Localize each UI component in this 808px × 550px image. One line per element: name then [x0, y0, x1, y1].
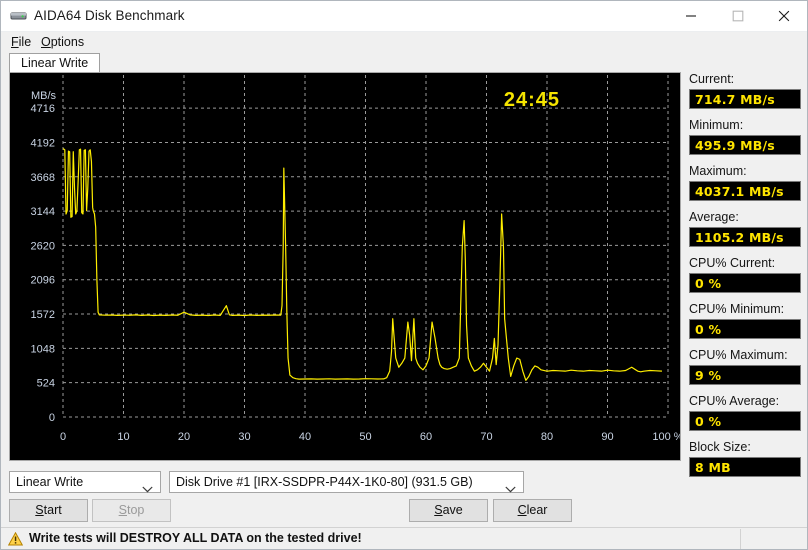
chart-canvas: 0 524 1048 1572 2096 2620 3144 3668 4192 4716 0 10…: [10, 73, 680, 460]
menu-item-options[interactable]: Options: [41, 35, 85, 49]
stat-cpu-minimum: CPU% Minimum: 0 %: [689, 302, 801, 339]
chevron-down-icon: [505, 479, 516, 499]
stat-cpu-current: CPU% Current: 0 %: [689, 256, 801, 293]
status-separator: [740, 529, 741, 549]
y-tick-label: 3144: [31, 206, 55, 218]
stat-average-label: Average:: [689, 210, 739, 224]
stat-average-value: 1105.2 MB/s: [689, 227, 801, 247]
x-tick-label: 100 %: [652, 431, 680, 443]
stat-cpu-current-value: 0 %: [689, 273, 801, 293]
x-tick-label: 10: [117, 431, 129, 443]
y-tick-label: 2620: [31, 240, 55, 252]
y-tick-label: 2096: [31, 275, 55, 287]
stat-cpu-minimum-label: CPU% Minimum:: [689, 302, 785, 316]
chart-y-axis-title: MB/s: [31, 90, 57, 102]
save-button-rest: ave: [442, 503, 463, 517]
start-button-rest: tart: [43, 503, 62, 517]
stat-minimum-label: Minimum:: [689, 118, 744, 132]
stat-cpu-maximum-value: 9 %: [689, 365, 801, 385]
minimize-icon[interactable]: [668, 1, 713, 31]
start-button[interactable]: Start: [9, 499, 88, 522]
x-tick-label: 80: [541, 431, 553, 443]
close-icon[interactable]: [761, 1, 806, 31]
y-tick-label: 1048: [31, 343, 55, 355]
stat-block-size-value: 8 MB: [689, 457, 801, 477]
chart-x-axis-labels: 0 10 20 30 40 50 60 70 80 90 100 %: [60, 431, 680, 443]
stat-maximum: Maximum: 4037.1 MB/s: [689, 164, 801, 201]
benchmark-chart: 0 524 1048 1572 2096 2620 3144 3668 4192 4716 0 10…: [9, 72, 681, 461]
maximize-icon[interactable]: [715, 1, 760, 31]
stat-current-label: Current:: [689, 72, 735, 86]
stop-button-rest: top: [126, 503, 145, 517]
clear-button[interactable]: Clear: [493, 499, 572, 522]
chart-y-axis-labels: 0 524 1048 1572 2096 2620 3144 3668 4192 4716: [31, 103, 55, 424]
disk-drive-icon: [10, 9, 27, 23]
stat-cpu-average-value: 0 %: [689, 411, 801, 431]
stat-maximum-value: 4037.1 MB/s: [689, 181, 801, 201]
drive-select-value: Disk Drive #1 [IRX-SSDPR-P44X-1K0-80] (9…: [176, 475, 473, 489]
x-tick-label: 90: [601, 431, 613, 443]
statistics-panel: Current: 714.7 MB/s Minimum: 495.9 MB/s Maxi…: [689, 72, 801, 486]
y-tick-label: 1572: [31, 309, 55, 321]
stop-button: Stop: [92, 499, 171, 522]
warning-message: Write tests will DESTROY ALL DATA on the…: [29, 531, 362, 545]
stat-cpu-average-label: CPU% Average:: [689, 394, 780, 408]
y-tick-label: 4716: [31, 103, 55, 115]
menu-item-file[interactable]: File: [11, 35, 32, 49]
menu-file-rest: ile: [18, 35, 32, 49]
chart-gridlines: [62, 75, 669, 418]
stat-block-size: Block Size: 8 MB: [689, 440, 801, 477]
chevron-down-icon: [142, 479, 153, 499]
test-type-value: Linear Write: [16, 475, 84, 489]
stat-cpu-average: CPU% Average: 0 %: [689, 394, 801, 431]
stat-average: Average: 1105.2 MB/s: [689, 210, 801, 247]
stat-cpu-maximum: CPU% Maximum: 9 %: [689, 348, 801, 385]
window-title: AIDA64 Disk Benchmark: [34, 8, 185, 23]
test-type-select[interactable]: Linear Write: [9, 471, 161, 493]
stat-current-value: 714.7 MB/s: [689, 89, 801, 109]
y-tick-label: 524: [37, 378, 55, 390]
x-tick-label: 40: [299, 431, 311, 443]
warning-triangle-icon: [7, 531, 24, 549]
y-tick-label: 4192: [31, 137, 55, 149]
stat-cpu-minimum-value: 0 %: [689, 319, 801, 339]
y-tick-label: 0: [49, 412, 55, 424]
x-tick-label: 50: [359, 431, 371, 443]
tab-strip: Linear Write: [9, 53, 681, 73]
elapsed-timer: 24:45: [503, 89, 560, 111]
title-bar: AIDA64 Disk Benchmark: [1, 1, 807, 32]
stat-current: Current: 714.7 MB/s: [689, 72, 801, 109]
chart-series-line: [62, 148, 662, 381]
x-tick-label: 60: [420, 431, 432, 443]
menu-options-rest: ptions: [50, 35, 85, 49]
x-tick-label: 30: [238, 431, 250, 443]
menu-bar: File Options: [1, 32, 807, 53]
stat-minimum: Minimum: 495.9 MB/s: [689, 118, 801, 155]
stat-cpu-maximum-label: CPU% Maximum:: [689, 348, 788, 362]
stat-cpu-current-label: CPU% Current:: [689, 256, 776, 270]
stat-maximum-label: Maximum:: [689, 164, 747, 178]
drive-select[interactable]: Disk Drive #1 [IRX-SSDPR-P44X-1K0-80] (9…: [169, 471, 524, 493]
clear-button-rest: lear: [526, 503, 548, 517]
x-tick-label: 70: [480, 431, 492, 443]
stat-minimum-value: 495.9 MB/s: [689, 135, 801, 155]
y-tick-label: 3668: [31, 172, 55, 184]
x-tick-label: 0: [60, 431, 66, 443]
stat-block-size-label: Block Size:: [689, 440, 751, 454]
status-bar: Write tests will DESTROY ALL DATA on the…: [1, 527, 807, 549]
save-button[interactable]: Save: [409, 499, 488, 522]
x-tick-label: 20: [178, 431, 190, 443]
tab-linear-write[interactable]: Linear Write: [9, 53, 101, 73]
